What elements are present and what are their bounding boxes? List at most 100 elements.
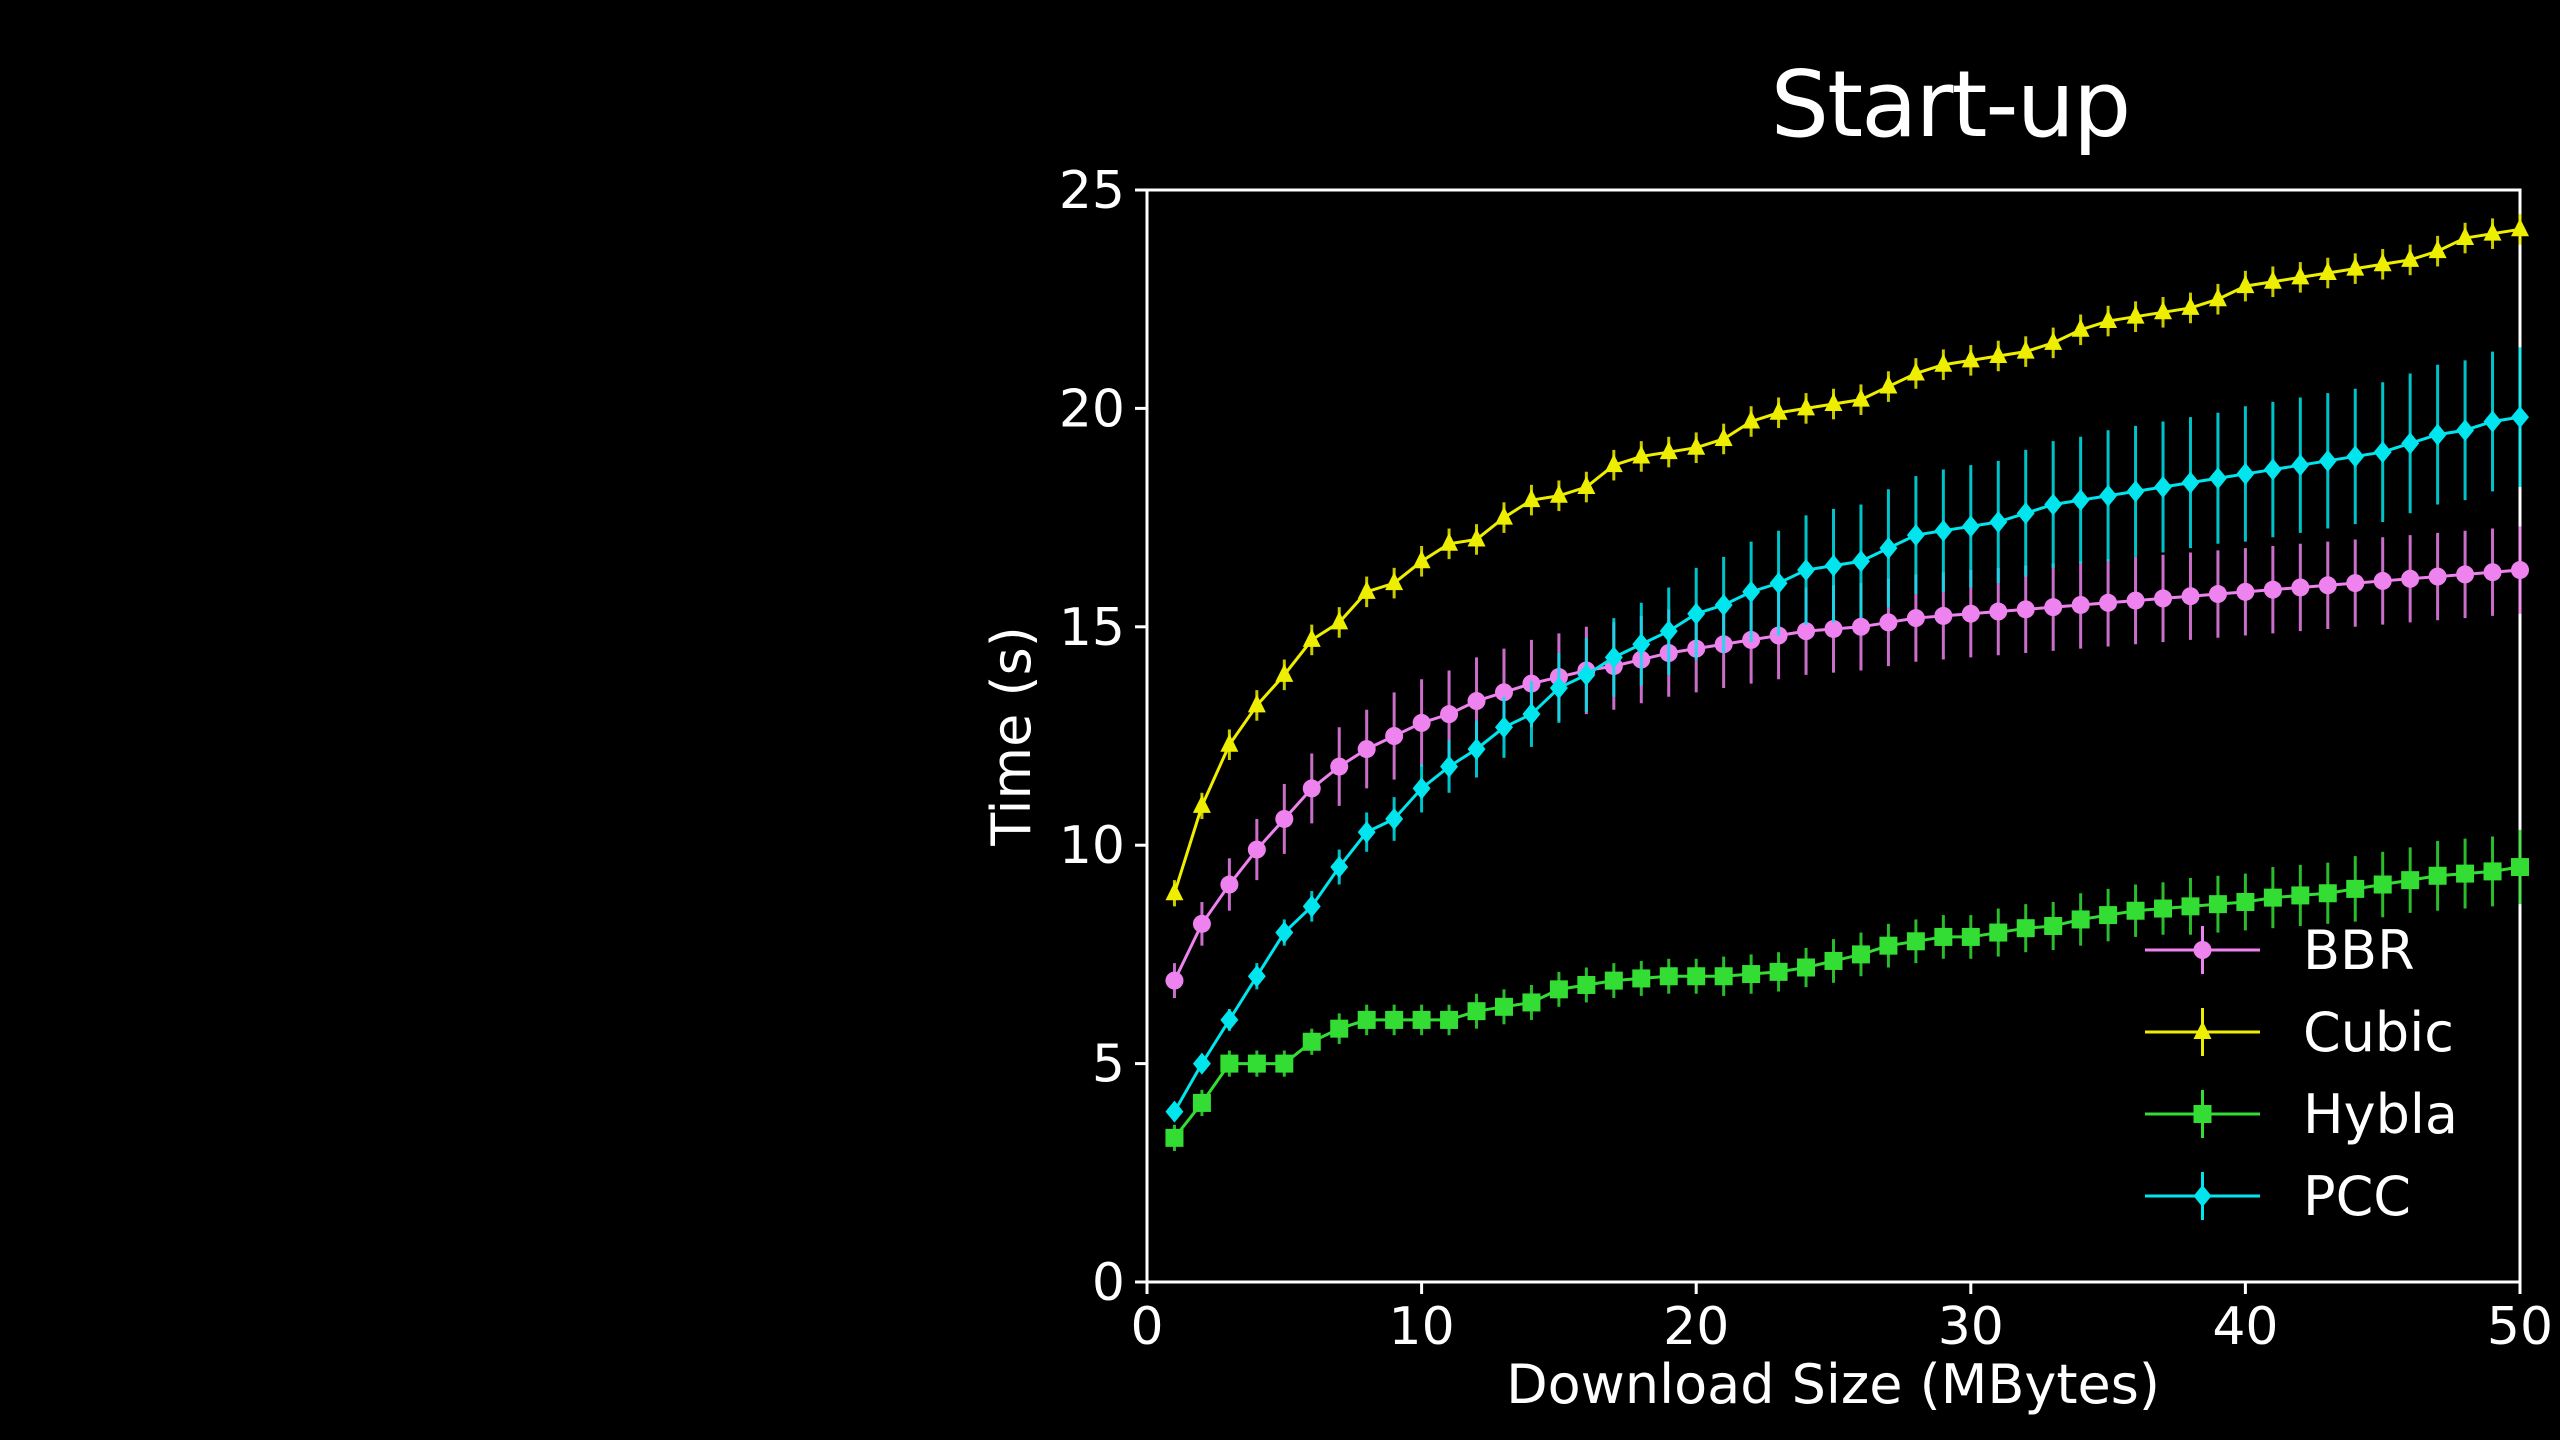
hybla-point xyxy=(1412,1010,1431,1029)
pcc-point xyxy=(2318,449,2337,472)
cubic-point xyxy=(2071,318,2090,337)
hybla-point xyxy=(1165,1128,1184,1147)
cubic-point xyxy=(2401,248,2420,267)
legend-item-hybla: Hybla xyxy=(2145,1083,2458,1146)
pcc-point xyxy=(1934,519,1953,542)
cubic-point xyxy=(2456,227,2475,246)
cubic-point xyxy=(1440,532,1459,551)
pcc-point xyxy=(2126,480,2145,503)
pcc-point xyxy=(1192,1052,1211,1075)
hybla-point xyxy=(2154,899,2173,918)
cubic-point xyxy=(1330,611,1349,630)
bbr-point xyxy=(2456,565,2475,584)
bbr-point xyxy=(1961,604,1980,623)
cubic-point xyxy=(1220,733,1239,752)
x-tick-label: 40 xyxy=(2212,1297,2278,1357)
hybla-point xyxy=(1961,927,1980,946)
legend-label-bbr: BBR xyxy=(2303,919,2415,982)
pcc-point xyxy=(1632,633,1651,656)
bbr-point xyxy=(1330,757,1349,776)
bbr-point xyxy=(2154,589,2173,608)
cubic-point xyxy=(2099,310,2118,329)
pcc-point xyxy=(1220,1008,1239,1031)
cubic-point xyxy=(2181,296,2200,315)
bbr-point xyxy=(2401,569,2420,588)
hybla-point xyxy=(2263,888,2282,907)
cubic-point xyxy=(2236,275,2255,294)
cubic-point xyxy=(1769,401,1788,420)
hybla-point xyxy=(2318,884,2337,903)
legend-label-pcc: PCC xyxy=(2303,1165,2411,1228)
pcc-point xyxy=(1769,572,1788,595)
legend: BBR Cubic Hybla PCC xyxy=(2145,919,2458,1228)
cubic-point xyxy=(2126,305,2145,324)
cubic-point xyxy=(1989,344,2008,363)
bbr-point xyxy=(1357,740,1376,759)
bbr-point xyxy=(2263,580,2282,599)
hybla-point xyxy=(2236,892,2255,911)
pcc-point xyxy=(1549,676,1568,699)
hybla-point xyxy=(2126,901,2145,920)
y-tick-label: 20 xyxy=(1059,379,1125,439)
legend-marker-pcc xyxy=(2193,1185,2212,1207)
x-tick-label: 30 xyxy=(1938,1297,2004,1357)
hybla-point xyxy=(1934,927,1953,946)
legend-item-cubic: Cubic xyxy=(2145,1001,2454,1064)
series-cubic xyxy=(1165,214,2529,907)
bbr-point xyxy=(1824,619,1843,638)
cubic-point xyxy=(2154,301,2173,320)
pcc-point xyxy=(1247,965,1266,988)
pcc-point xyxy=(2483,410,2502,433)
hybla-point xyxy=(1467,1002,1486,1021)
cubic-point xyxy=(1247,694,1266,713)
bbr-point xyxy=(2126,591,2145,610)
bbr-point xyxy=(2099,593,2118,612)
cubic-point xyxy=(2263,270,2282,289)
bbr-point xyxy=(1934,606,1953,625)
legend-label-cubic: Cubic xyxy=(2303,1001,2454,1064)
cubic-point xyxy=(1906,362,1925,381)
hybla-point xyxy=(1906,932,1925,951)
bbr-point xyxy=(2181,587,2200,606)
bbr-point xyxy=(2291,578,2310,597)
pcc-point xyxy=(1742,580,1761,603)
pcc-point xyxy=(1522,703,1541,726)
cubic-point xyxy=(1192,794,1211,813)
cubic-point xyxy=(1961,349,1980,368)
bbr-point xyxy=(2208,585,2227,604)
pcc-point xyxy=(2373,441,2392,464)
cubic-point xyxy=(1275,663,1294,682)
x-tick-label: 0 xyxy=(1130,1297,1163,1357)
cubic-point xyxy=(2373,253,2392,272)
pcc-point xyxy=(2044,493,2063,516)
x-axis-ticks: 0 10 20 30 40 50 xyxy=(1130,1282,2553,1357)
cubic-point xyxy=(2428,240,2447,259)
cubic-point xyxy=(2016,340,2035,359)
pcc-point xyxy=(1412,777,1431,800)
y-tick-label: 10 xyxy=(1059,816,1125,876)
cubic-point xyxy=(2318,261,2337,280)
hybla-point xyxy=(2208,895,2227,914)
bbr-point xyxy=(2071,595,2090,614)
pcc-point xyxy=(2071,489,2090,512)
pcc-point xyxy=(2236,462,2255,485)
pcc-point xyxy=(2428,423,2447,446)
pcc-point xyxy=(1989,510,2008,533)
bbr-point xyxy=(2236,582,2255,601)
bbr-point xyxy=(1385,727,1404,745)
cubic-line xyxy=(1173,227,2521,894)
hybla-point xyxy=(1824,951,1843,970)
hybla-point xyxy=(2099,906,2118,925)
hybla-point xyxy=(2044,917,2063,936)
hybla-point xyxy=(2373,875,2392,894)
legend-item-bbr: BBR xyxy=(2145,919,2415,982)
pcc-point xyxy=(1440,755,1459,778)
pcc-point xyxy=(1961,515,1980,538)
bbr-point xyxy=(2483,563,2502,582)
cubic-point xyxy=(1494,506,1513,525)
cubic-point xyxy=(1165,882,1184,901)
cubic-point xyxy=(2483,222,2502,241)
bbr-point xyxy=(1192,914,1211,933)
